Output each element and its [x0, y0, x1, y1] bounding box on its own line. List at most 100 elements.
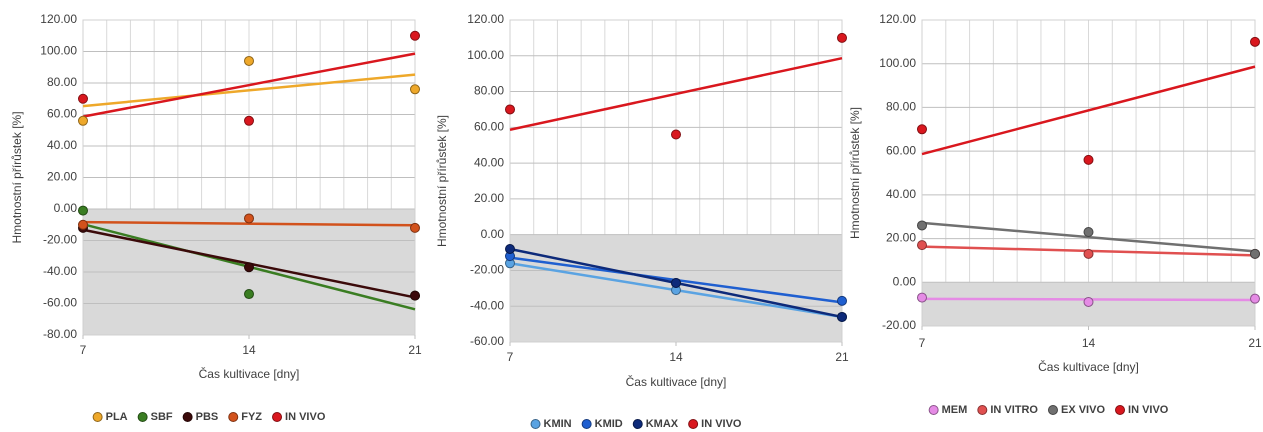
- legend-label: PLA: [106, 411, 128, 423]
- chart-panel: -20.00 0.00 20.00 40.00 60.00 80.00 100.00 120.…: [848, 12, 1262, 416]
- chart-panel: -60.00 -40.00 -20.00 0.00 20.00 40.00 60.00 80.…: [435, 12, 849, 430]
- data-point: [244, 262, 254, 273]
- y-tick-label: -80.00: [43, 327, 77, 341]
- y-tick-label: 80.00: [474, 84, 504, 98]
- y-tick-label: 100.00: [879, 56, 916, 70]
- legend-marker: [530, 419, 541, 429]
- y-tick-label: 120.00: [40, 12, 77, 26]
- data-point: [837, 32, 847, 43]
- data-point: [410, 290, 420, 301]
- data-point: [78, 115, 88, 126]
- legend-label: IN VIVO: [285, 411, 326, 423]
- y-tick-label: 40.00: [474, 155, 504, 169]
- data-point: [1083, 296, 1094, 307]
- chart-panel: -80.00 -60.00 -40.00 -20.00 0.00 20.00 40.00 60…: [10, 12, 422, 423]
- data-point: [1250, 248, 1260, 259]
- y-tick-label: -40.00: [43, 264, 77, 278]
- x-tick-label: 21: [408, 343, 422, 357]
- y-tick-label: 0.00: [893, 274, 917, 288]
- y-tick-label: 60.00: [47, 107, 77, 121]
- data-point: [1083, 227, 1094, 238]
- legend-marker: [1047, 405, 1058, 415]
- legend-label: FYZ: [241, 411, 262, 423]
- legend-label: KMID: [595, 418, 623, 430]
- x-tick-label: 14: [242, 343, 256, 357]
- trendline: [921, 65, 1256, 156]
- legend-label: KMIN: [544, 418, 572, 430]
- legend-marker: [581, 419, 592, 429]
- legend-label: IN VIVO: [1128, 404, 1169, 416]
- y-tick-label: 20.00: [886, 231, 916, 245]
- y-tick-label: -20.00: [882, 318, 916, 332]
- x-axis-label: Čas kultivace [dny]: [626, 374, 727, 389]
- data-point: [78, 93, 88, 104]
- data-point: [837, 295, 847, 306]
- data-point: [410, 84, 420, 95]
- y-tick-label: -60.00: [43, 296, 77, 310]
- x-tick-label: 7: [919, 336, 926, 350]
- y-tick-label: 0.00: [481, 227, 505, 241]
- data-point: [917, 292, 927, 303]
- y-axis-label: Hmotnostní přírůstek [%]: [435, 115, 449, 247]
- legend-label: IN VIVO: [701, 418, 742, 430]
- trendline: [509, 56, 843, 131]
- legend-marker: [228, 412, 239, 422]
- y-tick-label: 20.00: [47, 170, 77, 184]
- legend-marker: [928, 405, 939, 415]
- data-point: [1083, 154, 1094, 165]
- y-tick-label: -20.00: [43, 233, 77, 247]
- data-point: [505, 243, 515, 254]
- data-point: [410, 222, 420, 233]
- y-tick-label: 40.00: [47, 138, 77, 152]
- y-tick-label: 0.00: [54, 201, 78, 215]
- y-tick-label: -20.00: [470, 263, 504, 277]
- x-axis-label: Čas kultivace [dny]: [1038, 359, 1139, 374]
- data-point: [917, 220, 927, 231]
- legend-label: PBS: [196, 411, 219, 423]
- data-point: [244, 213, 254, 224]
- y-tick-label: -60.00: [470, 334, 504, 348]
- data-point: [505, 104, 515, 115]
- x-tick-label: 7: [507, 350, 514, 364]
- data-point: [78, 205, 88, 216]
- y-tick-label: 100.00: [467, 48, 504, 62]
- data-point: [917, 124, 927, 135]
- data-point: [244, 289, 254, 300]
- data-point: [1250, 293, 1260, 304]
- legend-marker: [977, 405, 988, 415]
- y-tick-label: 80.00: [886, 100, 916, 114]
- legend-marker: [632, 419, 643, 429]
- x-tick-label: 14: [1082, 336, 1096, 350]
- data-point: [917, 240, 927, 251]
- x-tick-label: 21: [835, 350, 849, 364]
- x-tick-label: 21: [1248, 336, 1262, 350]
- y-axis-label: Hmotnostní přírůstek [%]: [848, 107, 862, 239]
- trendline: [82, 52, 416, 118]
- data-point: [78, 219, 88, 230]
- y-tick-label: -40.00: [470, 298, 504, 312]
- data-point: [410, 30, 420, 41]
- x-tick-label: 14: [669, 350, 683, 364]
- y-tick-label: 60.00: [474, 120, 504, 134]
- legend-label: IN VITRO: [990, 404, 1038, 416]
- legend: KMIN KMID KMAX IN VIVO: [530, 418, 742, 430]
- data-point: [244, 55, 254, 66]
- data-point: [671, 129, 681, 140]
- legend-marker: [688, 419, 699, 429]
- data-point: [1250, 36, 1260, 47]
- y-tick-label: 20.00: [474, 191, 504, 205]
- legend-label: EX VIVO: [1061, 404, 1105, 416]
- x-tick-label: 7: [80, 343, 87, 357]
- data-point: [837, 311, 847, 322]
- legend-label: KMAX: [646, 418, 679, 430]
- trendline: [921, 221, 1256, 253]
- legend-marker: [92, 412, 103, 422]
- data-point: [244, 115, 254, 126]
- y-tick-label: 40.00: [886, 187, 916, 201]
- legend-marker: [182, 412, 193, 422]
- y-tick-label: 120.00: [879, 12, 916, 26]
- y-tick-label: 60.00: [886, 143, 916, 157]
- legend-label: MEM: [942, 404, 968, 416]
- legend-marker: [1115, 405, 1126, 415]
- y-tick-label: 120.00: [467, 12, 504, 26]
